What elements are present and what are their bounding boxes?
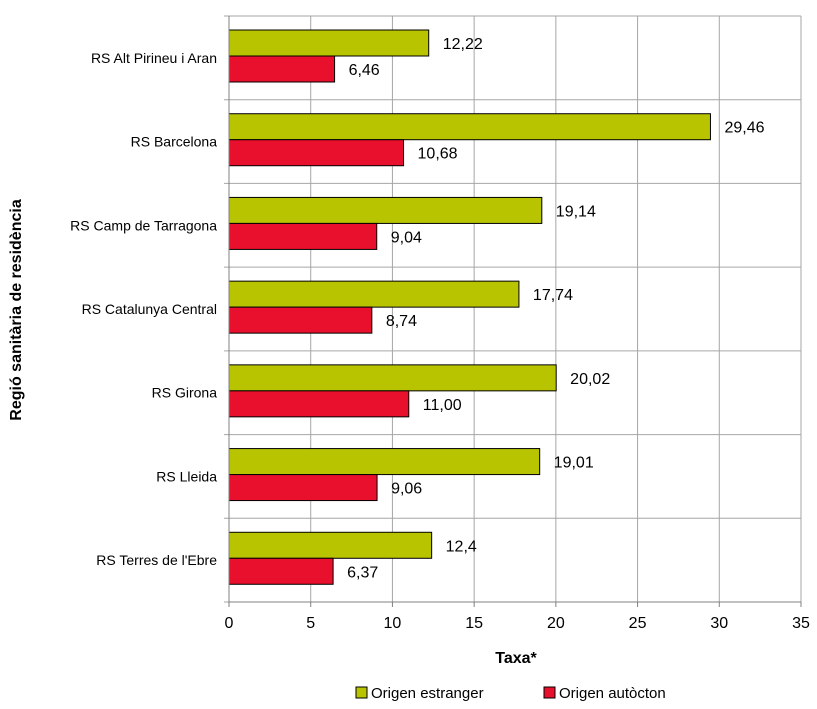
bar-origen-estranger <box>228 280 520 308</box>
bar-origen-autocton <box>228 557 334 585</box>
y-tick-label: RS Alt Pirineu i Aran <box>91 50 217 66</box>
bar-origen-autocton <box>228 55 336 83</box>
data-label-origen-estranger: 20,02 <box>570 371 610 388</box>
bar-origen-autocton <box>228 474 378 502</box>
x-tick-label: 30 <box>710 615 728 632</box>
bar-origen-autocton <box>228 139 405 167</box>
legend-swatch-origen-estranger <box>355 686 368 699</box>
data-label-origen-autocton: 9,04 <box>391 229 422 246</box>
x-tick-label: 35 <box>792 615 810 632</box>
grid <box>224 15 802 603</box>
legend-label-origen-autocton: Origen autòcton <box>559 685 666 702</box>
data-label-origen-estranger: 19,01 <box>554 455 594 472</box>
legend-label-origen-estranger: Origen estranger <box>371 685 484 702</box>
bar-origen-estranger <box>228 29 430 57</box>
data-label-origen-estranger: 12,4 <box>446 538 477 555</box>
data-label-origen-autocton: 11,00 <box>423 397 462 414</box>
y-tick-label: RS Catalunya Central <box>82 301 217 317</box>
x-tick-label: 15 <box>465 615 483 632</box>
data-label-origen-estranger: 17,74 <box>533 287 573 304</box>
y-axis-title: Regió sanitària de residència <box>8 199 25 421</box>
data-label-origen-autocton: 6,37 <box>347 564 378 581</box>
x-tick-label: 0 <box>225 615 234 632</box>
bar-origen-estranger <box>228 196 543 224</box>
data-label-origen-estranger: 19,14 <box>556 203 596 220</box>
bar-origen-estranger <box>228 448 541 476</box>
data-label-origen-autocton: 9,06 <box>391 481 422 498</box>
x-tick-label: 10 <box>384 615 402 632</box>
data-label-origen-estranger: 12,22 <box>443 36 483 53</box>
data-label-origen-autocton: 6,46 <box>349 62 380 79</box>
x-tick-label: 20 <box>547 615 565 632</box>
legend-swatch-origen-autocton <box>543 686 556 699</box>
bar-origen-estranger <box>228 531 433 559</box>
y-tick-label: RS Barcelona <box>131 134 218 150</box>
y-tick-label: RS Camp de Tarragona <box>70 217 217 233</box>
bar-origen-estranger <box>228 113 711 141</box>
data-label-origen-autocton: 10,68 <box>418 146 458 163</box>
bar-origen-autocton <box>228 390 410 418</box>
data-label-origen-autocton: 8,74 <box>386 313 417 330</box>
y-tick-label: RS Lleida <box>156 468 217 484</box>
y-tick-label: RS Terres de l'Ebre <box>96 552 217 568</box>
x-tick-label: 5 <box>306 615 315 632</box>
y-tick-label: RS Girona <box>152 385 218 401</box>
bar-origen-estranger <box>228 364 557 392</box>
bar-origen-autocton <box>228 306 373 334</box>
bars <box>228 29 711 585</box>
legend: Origen estranger Origen autòcton <box>355 685 666 702</box>
data-label-origen-estranger: 29,46 <box>724 120 764 137</box>
x-tick-label: 25 <box>629 615 647 632</box>
bar-origen-autocton <box>228 222 378 250</box>
axes: 0 5 10 15 20 25 30 35 RS Alt Pirineu i Aran RS Ba… <box>70 16 810 632</box>
data-labels: 12,22 29,46 19,14 17,74 20,02 19,01 12,4 6,46 10… <box>347 36 764 581</box>
x-axis-title: Taxa* <box>495 650 537 667</box>
